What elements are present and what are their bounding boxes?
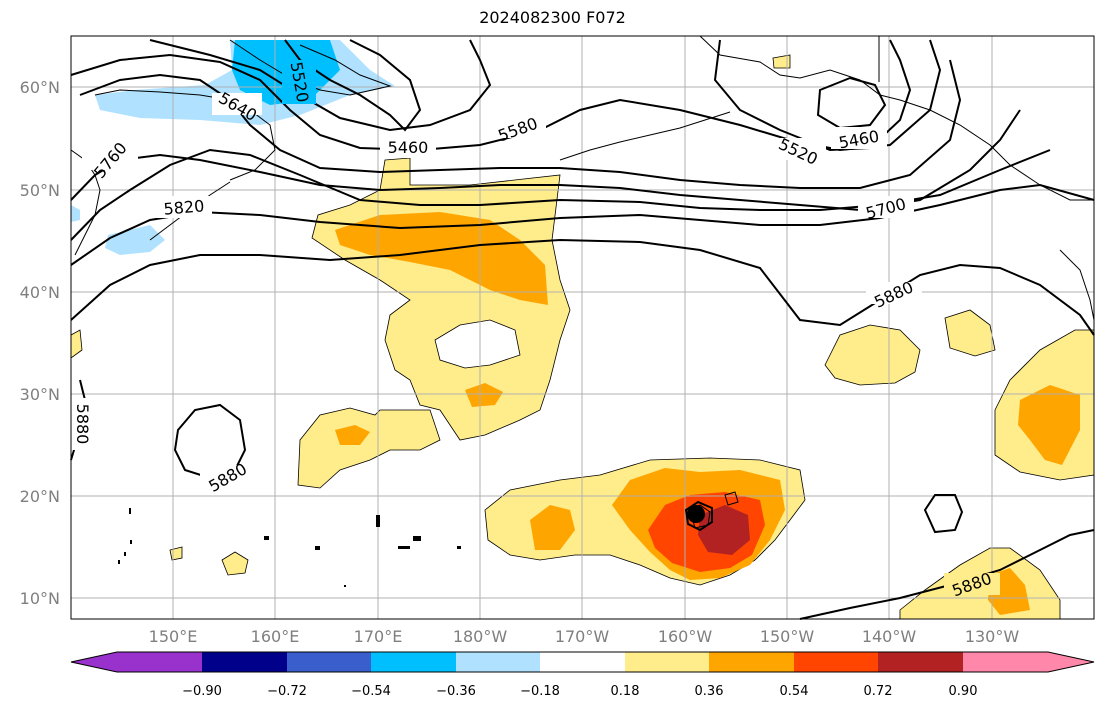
yellow-region-east-37n (944, 309, 996, 357)
contour-5880-west-closed (173, 403, 247, 480)
colorbar-tick-label: −0.18 (520, 684, 560, 699)
colorbar: −0.90 −0.72 −0.54 −0.36 −0.18 0.18 0.36 … (70, 651, 1095, 699)
colorbar-tick-labels: −0.90 −0.72 −0.54 −0.36 −0.18 0.18 0.36 … (182, 684, 977, 699)
colorbar-extend-min (71, 652, 117, 672)
latitude-labels: 60°N 50°N 40°N 30°N 20°N 10°N (20, 78, 60, 608)
storm-contour-ring (684, 500, 713, 532)
contour-label: 5820 (163, 196, 205, 218)
colorbar-segment (202, 652, 287, 672)
lon-label: 150°W (760, 627, 815, 646)
yellow-blob-1 (221, 551, 249, 576)
lat-label: 20°N (20, 487, 60, 506)
lon-label: 160°E (251, 627, 300, 646)
yellow-hole (434, 319, 521, 369)
colorbar-segment (371, 652, 456, 672)
coast-siberia (229, 39, 392, 96)
orange-blob-20n-west (530, 505, 575, 550)
lon-label: 130°W (965, 627, 1020, 646)
colorbar-tick-label: 0.90 (949, 684, 978, 699)
lon-label: 150°E (149, 627, 198, 646)
contour-5880-main (70, 238, 1095, 336)
orange-blob-25n (335, 425, 370, 445)
coast-hawaii-2 (724, 491, 739, 506)
lat-label: 30°N (20, 385, 60, 404)
coast-aleutians (559, 111, 731, 161)
colorbar-tick-label: 0.54 (780, 684, 809, 699)
blue-region-west-edge (71, 205, 80, 222)
colorbar-tick-label: −0.90 (182, 684, 222, 699)
colorbar-tick-label: −0.72 (267, 684, 307, 699)
lon-label: 160°W (658, 627, 713, 646)
colorbar-segment (287, 652, 371, 672)
lon-label: 170°W (555, 627, 610, 646)
lat-label: 50°N (20, 181, 60, 200)
coast-alaska (699, 35, 1094, 201)
colorbar-tick-label: 0.72 (864, 684, 893, 699)
orange-blob-30n (465, 383, 503, 407)
contour-5520 (149, 39, 492, 132)
yellow-region-east-35n (824, 324, 921, 386)
island-markers (118, 508, 461, 587)
lon-label: 140°W (862, 627, 917, 646)
lat-label: 60°N (20, 78, 60, 97)
coast-na-west (1059, 249, 1095, 321)
colorbar-tick-label: −0.36 (436, 684, 476, 699)
storm-center-marker (687, 505, 705, 523)
contour-5460-east (816, 76, 887, 130)
colorbar-tick-label: −0.54 (351, 684, 391, 699)
map-title: 2024082300 F072 (479, 8, 626, 27)
colorbar-segment (794, 652, 878, 672)
colorbar-segment (878, 652, 963, 672)
colorbar-extend-max (1048, 652, 1094, 672)
colorbar-segment (456, 652, 540, 672)
colorbar-segment (625, 652, 709, 672)
contour-5880-east-closed (923, 494, 964, 534)
colorbar-tick-label: 0.18 (611, 684, 640, 699)
map-frame (70, 35, 1095, 620)
orange-region-east (1018, 385, 1080, 465)
lat-label: 10°N (20, 589, 60, 608)
lon-label: 170°E (354, 627, 403, 646)
yellow-blob-4 (772, 54, 791, 69)
contour-label: 5460 (388, 138, 429, 157)
longitude-labels: 150°E 160°E 170°E 180°W 170°W 160°W 150°… (149, 627, 1020, 646)
orange-region-north-pacific (335, 212, 548, 305)
colorbar-tick-label: 0.36 (695, 684, 724, 699)
colorbar-segment (709, 652, 794, 672)
yellow-region-west-30n (297, 407, 441, 489)
contour-5640 (79, 59, 962, 189)
lon-label: 180°W (453, 627, 508, 646)
colorbar-segment (117, 652, 202, 672)
contour-label: 5880 (73, 404, 92, 445)
colorbar-segment (963, 652, 1048, 672)
lat-label: 40°N (20, 283, 60, 302)
colorbar-segment (540, 652, 625, 672)
